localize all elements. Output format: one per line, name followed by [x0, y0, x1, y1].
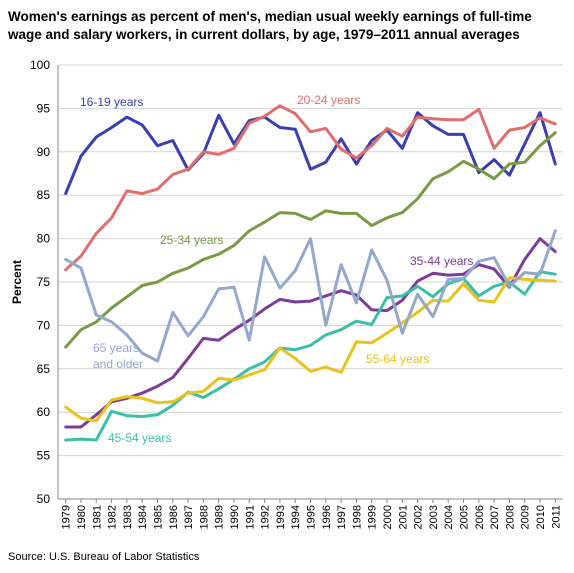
x-tick-label: 2000: [382, 505, 394, 529]
y-tick-label: 85: [37, 188, 51, 202]
series-label-65-years-and-older: 65 years and older: [93, 341, 143, 371]
y-tick-label: 75: [37, 275, 51, 289]
x-tick-label: 1987: [183, 505, 195, 529]
x-tick-label: 1995: [306, 505, 318, 529]
series-line-65-years-and-older: [64, 229, 557, 363]
y-tick-label: 50: [37, 492, 51, 506]
x-tick-label: 1980: [76, 505, 88, 529]
series-label-25-34-years: 25-34 years: [160, 233, 223, 247]
x-tick-label: 1997: [336, 505, 348, 529]
x-tick-label: 1979: [61, 505, 73, 529]
y-tick-label: 100: [30, 58, 50, 72]
series-label-45-54-years: 45-54 years: [108, 431, 171, 445]
y-tick-label: 70: [37, 318, 51, 332]
x-tick-label: 1983: [122, 505, 134, 529]
series-label-55-64-years: 55-64 years: [366, 352, 429, 366]
y-tick-label: 95: [37, 101, 51, 115]
x-tick-label: 2008: [504, 505, 516, 529]
x-tick-label: 2007: [489, 505, 501, 529]
y-tick-label: 55: [37, 449, 51, 463]
x-tick-label: 1982: [107, 505, 119, 529]
x-tick-label: 2011: [550, 505, 562, 529]
x-tick-label: 2006: [474, 505, 486, 529]
series-line-20-24-years: [64, 104, 557, 272]
chart-title: Women's earnings as percent of men's, me…: [8, 9, 532, 42]
x-tick-label: 1996: [321, 505, 333, 529]
series-line-55-64-years: [64, 276, 557, 423]
x-tick-label: 2003: [428, 505, 440, 529]
source-note: Source: U.S. Bureau of Labor Statistics: [8, 551, 200, 563]
x-tick-label: 2009: [520, 505, 532, 529]
y-axis-label: Percent: [10, 260, 24, 304]
x-tick-label: 1998: [351, 505, 363, 529]
series-line-16-19-years: [64, 111, 557, 195]
x-tick-label: 2002: [413, 505, 425, 529]
y-tick-label: 60: [37, 405, 51, 419]
series-label-16-19-years: 16-19 years: [80, 95, 143, 109]
x-tick-label: 2004: [443, 505, 455, 529]
x-tick-label: 1984: [137, 505, 149, 529]
y-tick-label: 80: [37, 232, 51, 246]
x-tick-label: 1992: [260, 505, 272, 529]
series-line-45-54-years: [64, 270, 557, 442]
x-tick-label: 1990: [229, 505, 241, 529]
x-tick-label: 1985: [152, 505, 164, 529]
x-tick-label: 2010: [535, 505, 547, 529]
y-tick-label: 90: [37, 145, 51, 159]
x-tick-label: 1988: [198, 505, 210, 529]
y-tick-label: 65: [37, 362, 51, 376]
x-tick-label: 1993: [275, 505, 287, 529]
series-line-25-34-years: [64, 131, 557, 349]
series-label-20-24-years: 20-24 years: [297, 93, 360, 107]
x-tick-label: 2005: [459, 505, 471, 529]
x-tick-label: 2001: [397, 505, 409, 529]
x-tick-label: 1981: [91, 505, 103, 529]
x-tick-label: 1994: [290, 505, 302, 529]
x-tick-label: 1989: [214, 505, 226, 529]
x-tick-label: 1986: [168, 505, 180, 529]
series-label-35-44-years: 35-44 years: [410, 254, 473, 268]
x-tick-label: 1999: [367, 505, 379, 529]
x-tick-label: 1991: [244, 505, 256, 529]
